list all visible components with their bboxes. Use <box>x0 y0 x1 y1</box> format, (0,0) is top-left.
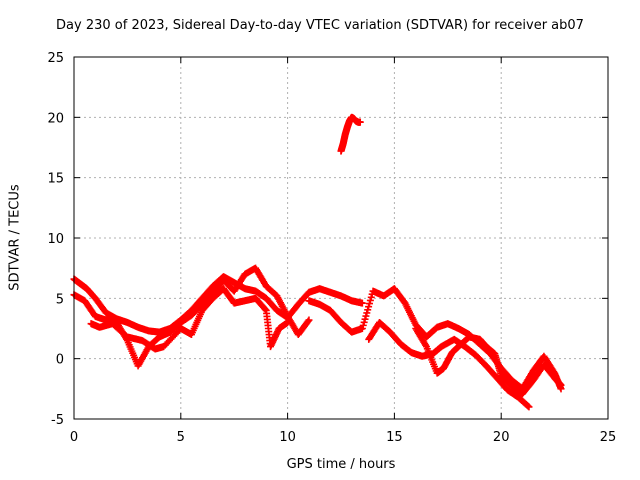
x-tick-label: 10 <box>279 430 296 445</box>
data-points <box>71 114 565 411</box>
sdtvar-chart: 0 5 10 15 20 25 -5 0 5 10 15 20 25 <box>0 0 640 480</box>
grid-lines <box>74 57 608 419</box>
x-axis-label: GPS time / hours <box>74 457 608 472</box>
y-tick-label: 20 <box>47 111 64 126</box>
x-tick-label: 15 <box>386 430 403 445</box>
y-tick-label: 0 <box>56 353 64 368</box>
x-tick-label: 25 <box>600 430 617 445</box>
y-tick-label: 15 <box>47 172 64 187</box>
x-tick-label: 5 <box>177 430 185 445</box>
x-tick-label: 0 <box>70 430 78 445</box>
series-track-b <box>71 265 313 370</box>
y-tick-label: 5 <box>56 292 64 307</box>
y-tick-label: 25 <box>47 51 64 66</box>
y-tick-label: -5 <box>51 413 64 428</box>
x-tick-label: 20 <box>493 430 510 445</box>
series-track-g <box>338 114 364 155</box>
y-tick-label: 10 <box>47 232 64 247</box>
y-axis-label: SDTVAR / TECUs <box>8 163 23 313</box>
chart-title: Day 230 of 2023, Sidereal Day-to-day VTE… <box>0 18 640 33</box>
series-track-d <box>305 285 564 392</box>
